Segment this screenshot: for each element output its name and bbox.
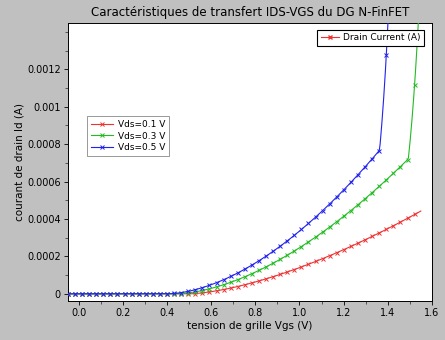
Vds=0.3 V — [108, 292, 113, 296]
Line: Vds=0.1 V: Vds=0.1 V — [66, 209, 423, 296]
Vds=0.5 V — [322, 207, 327, 211]
Vds=0.5 V — [287, 237, 292, 241]
Vds=0.3 V — [180, 291, 186, 295]
Vds=0.5 V — [205, 284, 210, 288]
Vds=0.1 V — [322, 256, 327, 260]
Line: Vds=0.3 V: Vds=0.3 V — [66, 0, 423, 296]
X-axis label: tension de grille Vgs (V): tension de grille Vgs (V) — [187, 321, 312, 331]
Vds=0.5 V — [108, 292, 113, 296]
Vds=0.5 V — [180, 290, 186, 294]
Vds=0.1 V — [180, 292, 186, 296]
Vds=0.3 V — [65, 292, 71, 296]
Vds=0.1 V — [205, 290, 210, 294]
Y-axis label: courant de drain Id (A): courant de drain Id (A) — [14, 103, 24, 221]
Vds=0.3 V — [205, 287, 210, 291]
Vds=0.5 V — [65, 292, 71, 296]
Legend: Drain Current (A): Drain Current (A) — [317, 30, 424, 46]
Vds=0.5 V — [320, 208, 325, 212]
Title: Caractéristiques de transfert IDS-VGS du DG N-FinFET: Caractéristiques de transfert IDS-VGS du… — [91, 5, 409, 19]
Vds=0.1 V — [320, 257, 325, 261]
Vds=0.3 V — [320, 230, 325, 234]
Vds=0.3 V — [322, 229, 327, 233]
Vds=0.1 V — [108, 292, 113, 296]
Vds=0.1 V — [418, 209, 424, 213]
Vds=0.3 V — [287, 252, 292, 256]
Line: Vds=0.5 V: Vds=0.5 V — [66, 0, 423, 296]
Vds=0.1 V — [65, 292, 71, 296]
Vds=0.1 V — [287, 269, 292, 273]
